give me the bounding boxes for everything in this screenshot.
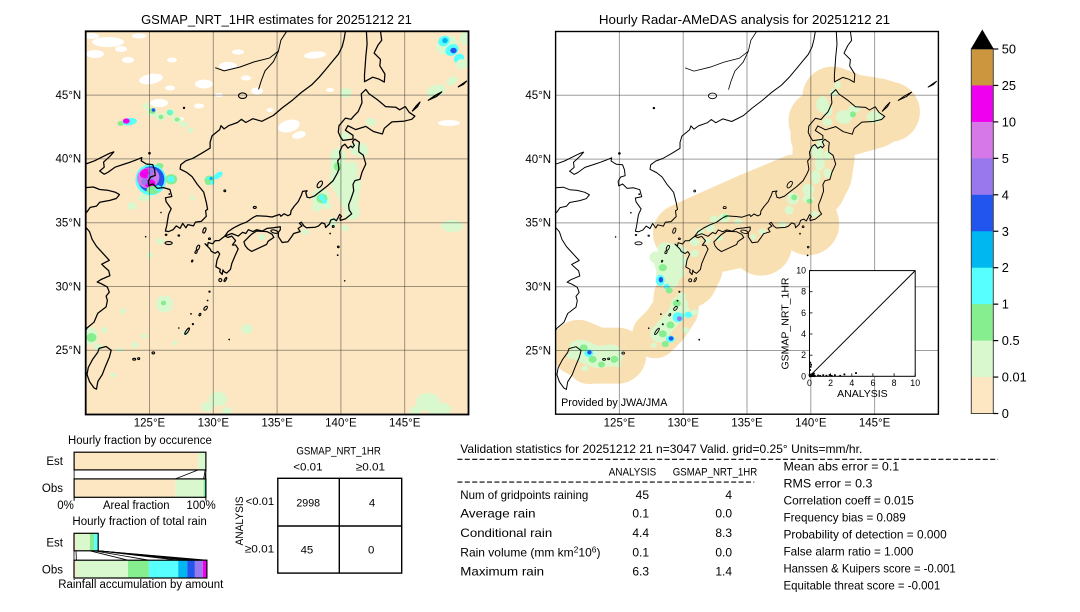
svg-text:0%: 0% (57, 500, 74, 512)
svg-text:2998: 2998 (296, 497, 320, 509)
svg-text:25°N: 25°N (525, 345, 551, 357)
svg-text:10: 10 (1002, 114, 1016, 129)
svg-text:<0.01: <0.01 (246, 496, 275, 508)
svg-text:10: 10 (910, 378, 920, 388)
svg-text:1: 1 (1002, 297, 1009, 312)
svg-text:Hourly fraction of total rain: Hourly fraction of total rain (72, 516, 206, 528)
svg-text:GSMAP_NRT_1HR estimates for 20: GSMAP_NRT_1HR estimates for 20251212 21 (141, 12, 412, 27)
svg-text:≥0.01: ≥0.01 (356, 462, 385, 474)
svg-text:2: 2 (1002, 260, 1009, 275)
svg-text:Hanssen & Kuipers score = -0.0: Hanssen & Kuipers score = -0.001 (784, 563, 956, 576)
svg-text:45°N: 45°N (55, 90, 81, 102)
svg-text:35°N: 35°N (55, 218, 81, 230)
svg-text:30°N: 30°N (525, 282, 551, 294)
svg-text:≥0.01: ≥0.01 (245, 544, 274, 556)
svg-text:45°N: 45°N (525, 90, 551, 102)
svg-text:Est: Est (46, 537, 63, 549)
svg-text:4: 4 (801, 329, 806, 339)
svg-text:50: 50 (1002, 42, 1016, 57)
svg-text:Frequency bias = 0.089: Frequency bias = 0.089 (784, 512, 906, 525)
svg-text:2: 2 (801, 350, 806, 360)
svg-text:Maximum rain: Maximum rain (460, 564, 544, 578)
svg-text:False alarm ratio = 1.000: False alarm ratio = 1.000 (784, 546, 914, 559)
svg-text:145°E: 145°E (389, 418, 421, 430)
svg-text:130°E: 130°E (198, 418, 230, 430)
svg-text:0: 0 (1002, 406, 1009, 421)
svg-text:Areal fraction: Areal fraction (103, 500, 170, 512)
svg-text:25°N: 25°N (55, 345, 81, 357)
svg-text:0: 0 (801, 371, 806, 381)
svg-text:135°E: 135°E (261, 418, 293, 430)
svg-text:10: 10 (796, 266, 806, 276)
svg-text:130°E: 130°E (667, 418, 699, 430)
svg-text:GSMAP_NRT_1HR: GSMAP_NRT_1HR (780, 277, 792, 369)
svg-text:30°N: 30°N (55, 281, 81, 293)
svg-text:Obs: Obs (42, 564, 63, 576)
svg-text:125°E: 125°E (134, 418, 166, 430)
svg-text:RMS error = 0.3: RMS error = 0.3 (784, 478, 873, 491)
svg-text:0.01: 0.01 (1002, 370, 1027, 385)
svg-text:2: 2 (828, 378, 833, 388)
svg-text:40°N: 40°N (525, 154, 551, 166)
svg-text:145°E: 145°E (859, 418, 891, 430)
svg-text:4: 4 (369, 497, 375, 509)
svg-text:5: 5 (1002, 151, 1009, 166)
svg-text:0: 0 (807, 378, 812, 388)
svg-text:1.4: 1.4 (715, 564, 732, 578)
svg-text:0.1: 0.1 (632, 507, 649, 521)
svg-text:GSMAP_NRT_1HR: GSMAP_NRT_1HR (296, 445, 381, 457)
svg-text:Provided by JWA/JMA: Provided by JWA/JMA (561, 397, 668, 409)
svg-text:3: 3 (1002, 224, 1009, 239)
svg-text:45: 45 (636, 488, 650, 502)
svg-text:4: 4 (849, 378, 854, 388)
svg-text:Correlation coeff = 0.015: Correlation coeff = 0.015 (784, 495, 914, 508)
svg-text:Rainfall accumulation by amoun: Rainfall accumulation by amount (58, 579, 224, 591)
svg-text:6.3: 6.3 (632, 564, 649, 578)
svg-text:45: 45 (301, 545, 314, 557)
svg-text:40°N: 40°N (55, 154, 81, 166)
svg-text:<0.01: <0.01 (293, 462, 322, 474)
svg-text:Est: Est (46, 456, 63, 468)
svg-text:0: 0 (368, 545, 374, 557)
svg-text:8: 8 (892, 378, 897, 388)
svg-text:Mean abs error = 0.1: Mean abs error = 0.1 (784, 461, 900, 474)
svg-text:Average rain: Average rain (460, 507, 535, 521)
svg-text:8: 8 (801, 287, 806, 297)
svg-text:Validation statistics for 2025: Validation statistics for 20251212 21 n=… (460, 442, 862, 456)
svg-text:8.3: 8.3 (715, 526, 732, 540)
svg-text:140°E: 140°E (325, 418, 357, 430)
svg-text:GSMAP_NRT_1HR: GSMAP_NRT_1HR (673, 467, 757, 479)
svg-text:Num of gridpoints raining: Num of gridpoints raining (460, 488, 588, 502)
svg-text:Obs: Obs (42, 483, 63, 495)
svg-text:125°E: 125°E (604, 418, 636, 430)
svg-text:4.4: 4.4 (632, 526, 649, 540)
svg-text:0.5: 0.5 (1002, 333, 1020, 348)
svg-text:Rain volume (mm km2106): Rain volume (mm km2106) (460, 545, 600, 560)
svg-text:6: 6 (801, 308, 806, 318)
svg-text:6: 6 (870, 378, 875, 388)
svg-text:Hourly fraction by occurence: Hourly fraction by occurence (68, 435, 212, 447)
svg-text:Probability of detection = 0.: Probability of detection = 0.000 (784, 529, 947, 542)
svg-text:Conditional rain: Conditional rain (460, 526, 552, 540)
svg-text:25: 25 (1002, 78, 1016, 93)
svg-text:ANALYSIS: ANALYSIS (609, 467, 657, 479)
svg-text:0.0: 0.0 (715, 546, 732, 560)
svg-text:35°N: 35°N (525, 218, 551, 230)
svg-text:Equitable threat score = -0.00: Equitable threat score = -0.001 (784, 580, 941, 593)
svg-text:140°E: 140°E (795, 418, 827, 430)
svg-text:ANALYSIS: ANALYSIS (234, 496, 246, 545)
svg-text:4: 4 (725, 488, 732, 502)
svg-text:135°E: 135°E (731, 418, 763, 430)
svg-text:100%: 100% (186, 500, 215, 512)
svg-text:4: 4 (1002, 187, 1009, 202)
svg-text:0.1: 0.1 (632, 546, 649, 560)
svg-text:Hourly Radar-AMeDAS analysis f: Hourly Radar-AMeDAS analysis for 2025121… (599, 12, 890, 27)
svg-text:ANALYSIS: ANALYSIS (837, 388, 888, 400)
svg-text:0.0: 0.0 (715, 507, 732, 521)
